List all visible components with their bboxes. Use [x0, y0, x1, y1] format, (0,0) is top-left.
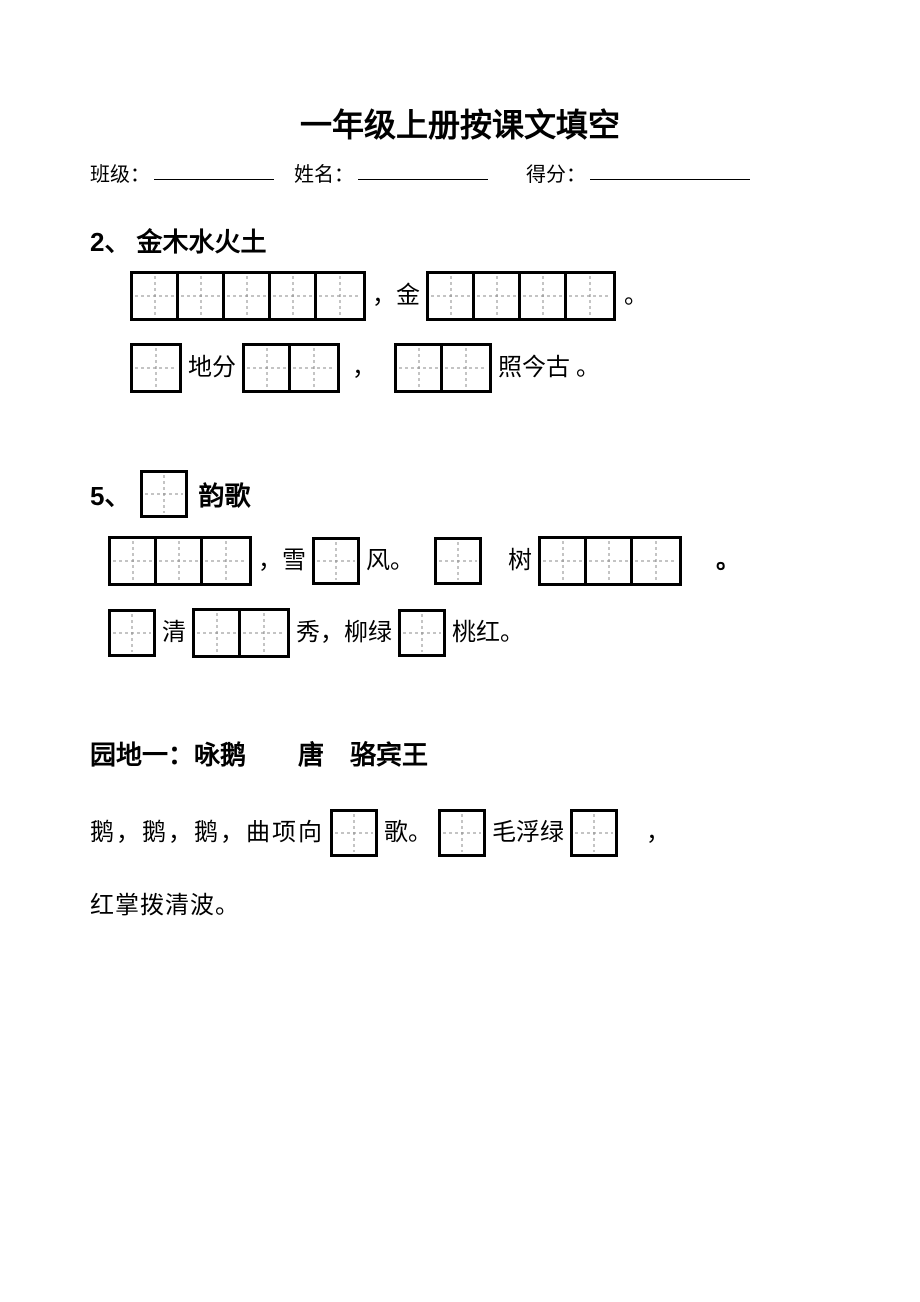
class-blank[interactable]	[154, 158, 274, 180]
text: 毛浮绿	[492, 821, 564, 845]
text: 秀，柳绿	[296, 621, 392, 645]
section2-line1: ，金 。	[130, 271, 830, 321]
text: 地分	[188, 356, 236, 380]
section5-number: 5、	[90, 476, 130, 513]
text: ，	[346, 356, 376, 380]
name-blank[interactable]	[358, 158, 488, 180]
yuandi-line2: 红掌拨清波。	[90, 885, 830, 920]
blank-boxes[interactable]	[130, 343, 182, 393]
blank-box[interactable]	[434, 537, 482, 585]
text: 桃红。	[452, 621, 524, 645]
text: 。	[622, 284, 650, 308]
blank-boxes[interactable]	[242, 343, 340, 393]
blank-boxes[interactable]	[538, 536, 682, 586]
text: 。	[714, 549, 742, 573]
blank-boxes[interactable]	[426, 271, 616, 321]
text: 风。	[366, 549, 414, 573]
text: 鹅，鹅，鹅，曲项向	[90, 821, 324, 845]
blank-boxes[interactable]	[192, 608, 290, 658]
section5-line1: ，雪 风。 树 。	[108, 536, 830, 586]
blank-boxes[interactable]	[108, 536, 252, 586]
text: 树	[508, 549, 532, 573]
yuandi-heading: 园地一：咏鹅 唐 骆宾王	[90, 735, 830, 772]
blank-box[interactable]	[438, 809, 486, 857]
class-label: 班级：	[90, 158, 150, 187]
section2-title: 金木水火土	[136, 222, 266, 259]
yuandi-title: 园地一：咏鹅 唐 骆宾王	[90, 735, 428, 772]
text: 清	[162, 621, 186, 645]
text: ，	[646, 821, 670, 845]
blank-box[interactable]	[140, 470, 188, 518]
info-row: 班级： 姓名： 得分：	[90, 158, 830, 187]
blank-boxes[interactable]	[130, 271, 366, 321]
blank-box[interactable]	[312, 537, 360, 585]
blank-boxes[interactable]	[394, 343, 492, 393]
section5-title: 韵歌	[198, 476, 250, 513]
score-blank[interactable]	[590, 158, 750, 180]
section5-heading: 5、 韵歌	[90, 470, 830, 518]
yuandi-line1: 鹅，鹅，鹅，曲项向 歌。 毛浮绿 ，	[90, 809, 830, 857]
score-label: 得分：	[526, 158, 586, 187]
blank-box[interactable]	[108, 609, 156, 657]
text: ，金	[372, 284, 420, 308]
blank-box[interactable]	[330, 809, 378, 857]
blank-box[interactable]	[570, 809, 618, 857]
name-label: 姓名：	[294, 158, 354, 187]
section2-line2: 地分 ， 照今古 。	[130, 343, 830, 393]
text: 歌。	[384, 821, 432, 845]
text: ，雪	[258, 549, 306, 573]
page-title: 一年级上册按课文填空	[90, 100, 830, 146]
blank-box[interactable]	[398, 609, 446, 657]
section2-heading: 2、 金木水火土	[90, 222, 830, 259]
section2-number: 2、	[90, 222, 130, 259]
section5-line2: 清 秀，柳绿 桃红。	[108, 608, 830, 658]
text: 照今古 。	[498, 356, 600, 380]
